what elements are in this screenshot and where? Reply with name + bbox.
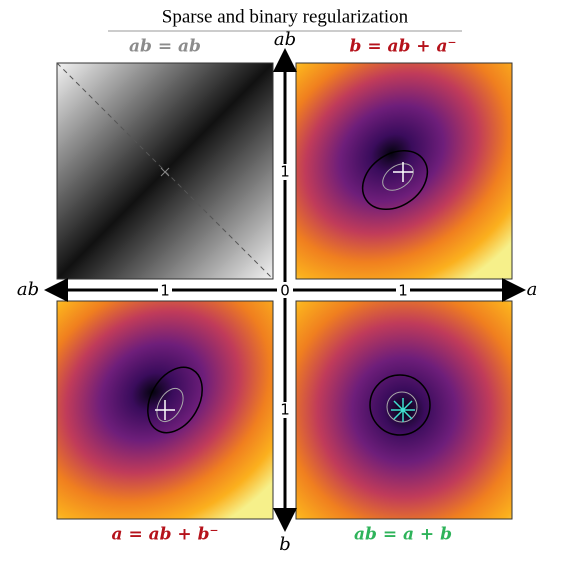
panel-gray — [56, 62, 274, 280]
title: Sparse and binary regularization — [162, 6, 409, 27]
tick-label: 1 — [280, 163, 290, 181]
axis-label: a — [527, 279, 538, 300]
tick-label: 1 — [280, 401, 290, 419]
panel-label: ab = a + b — [354, 525, 452, 545]
panel-label: b = ab + a⁻ — [350, 37, 457, 57]
axis-label: ab — [274, 29, 296, 50]
tick-label: 1 — [398, 282, 408, 300]
tick-label: 0 — [280, 282, 290, 300]
panel-label: ab = ab — [129, 37, 201, 57]
panel-heatmap — [295, 300, 513, 520]
tick-label: 1 — [160, 282, 170, 300]
panel-heatmap — [295, 62, 513, 280]
axis-label: b — [279, 534, 291, 555]
axis-label: ab — [17, 279, 39, 300]
panel-heatmap — [56, 300, 274, 520]
panel-label: a = ab + b⁻ — [112, 525, 219, 545]
